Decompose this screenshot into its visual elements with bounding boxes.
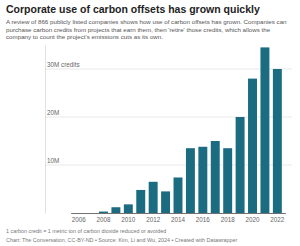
- bar: [198, 147, 207, 213]
- x-tick: 2014: [171, 216, 186, 223]
- x-axis: 2006 2008 2010 2012 2014 2016 2018 2020 2022: [71, 214, 286, 223]
- x-tick: 2008: [96, 216, 111, 223]
- x-tick: 2010: [121, 216, 136, 223]
- x-tick: 2006: [72, 216, 87, 223]
- bar: [111, 207, 120, 213]
- x-tick-label: 2018: [221, 216, 236, 223]
- y-tick: 20M: [47, 109, 59, 116]
- footnote: 1 carbon credit = 1 metric ton of carbon…: [6, 228, 166, 234]
- bar: [161, 191, 170, 213]
- x-tick-label: 2014: [171, 216, 186, 223]
- bar: [260, 47, 269, 213]
- bar: [74, 213, 83, 214]
- title: Corporate use of carbon offsets has grow…: [6, 3, 260, 15]
- bar: [211, 141, 220, 213]
- x-tick-label: 2010: [121, 216, 136, 223]
- bar: [87, 213, 96, 214]
- y-axis: 10M 20M 30M credits: [46, 46, 80, 214]
- x-tick-label: 2006: [72, 216, 87, 223]
- bar: [248, 79, 257, 213]
- subtitle: A review of 866 publicly listed companie…: [6, 18, 287, 40]
- bar: [99, 212, 108, 213]
- bar: [149, 182, 158, 213]
- y-tick-label: 10M: [47, 157, 59, 164]
- bar: [273, 69, 282, 213]
- bar: [186, 148, 195, 213]
- chart: Corporate use of carbon offsets has grow…: [0, 0, 300, 246]
- y-tick: 10M: [47, 157, 59, 164]
- x-tick: 2016: [196, 216, 211, 223]
- grid-line: [45, 69, 292, 70]
- bar: [124, 204, 133, 213]
- x-tick: 2020: [246, 216, 261, 223]
- x-tick: 2012: [146, 216, 161, 223]
- x-tick-label: 2022: [270, 216, 285, 223]
- x-tick-label: 2008: [96, 216, 111, 223]
- bars: [99, 47, 282, 213]
- x-tick-label: 2020: [246, 216, 261, 223]
- y-tick-label: 30M credits: [47, 61, 80, 68]
- x-tick-label: 2016: [196, 216, 211, 223]
- y-axis-line: [45, 46, 46, 214]
- y-tick: 30M credits: [47, 61, 80, 68]
- bar: [223, 148, 232, 213]
- bar: [136, 190, 145, 213]
- x-tick: 2018: [221, 216, 236, 223]
- x-tick-label: 2012: [146, 216, 161, 223]
- y-tick-label: 20M: [47, 109, 59, 116]
- x-axis-line: [71, 213, 286, 214]
- bar: [236, 117, 245, 213]
- bar: [174, 177, 183, 213]
- source: Chart: The Conversation, CC-BY-ND • Sour…: [6, 237, 238, 243]
- x-tick: 2022: [270, 216, 285, 223]
